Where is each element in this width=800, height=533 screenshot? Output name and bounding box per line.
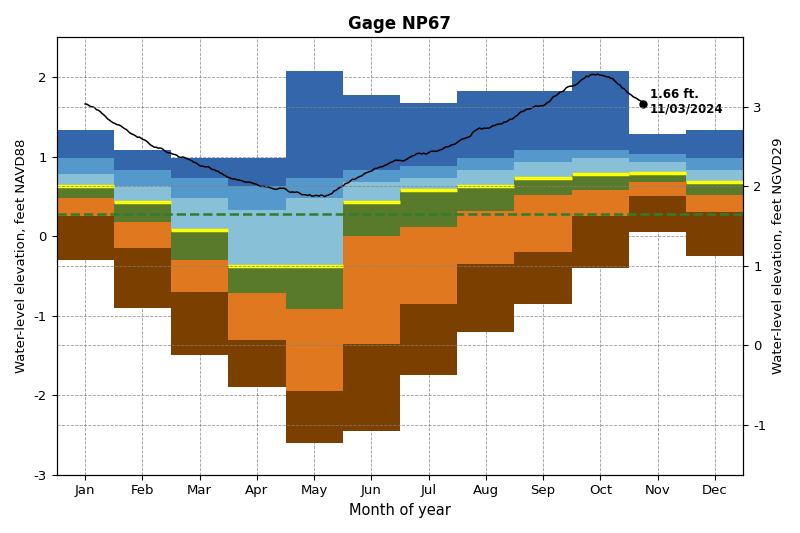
Bar xyxy=(572,150,629,158)
Bar xyxy=(228,186,286,210)
Bar xyxy=(228,293,286,340)
Bar xyxy=(114,170,171,186)
Bar xyxy=(114,202,171,222)
Bar xyxy=(400,304,458,375)
Bar xyxy=(514,252,572,304)
Bar xyxy=(286,178,342,198)
Bar xyxy=(228,340,286,387)
Bar xyxy=(57,216,114,260)
Bar xyxy=(114,186,171,202)
Bar xyxy=(572,216,629,268)
Bar xyxy=(400,102,458,166)
Bar xyxy=(629,154,686,162)
Bar xyxy=(286,309,342,391)
Bar xyxy=(171,230,228,260)
Bar xyxy=(458,158,514,170)
Bar xyxy=(629,162,686,173)
Bar xyxy=(228,266,286,293)
Bar xyxy=(171,260,228,292)
Bar xyxy=(572,158,629,174)
Bar xyxy=(57,198,114,216)
Bar xyxy=(514,91,572,150)
Bar xyxy=(57,186,114,198)
Bar xyxy=(400,166,458,178)
Bar xyxy=(57,131,114,158)
Bar xyxy=(342,94,400,170)
X-axis label: Month of year: Month of year xyxy=(349,503,451,518)
Bar xyxy=(228,158,286,186)
Bar xyxy=(171,292,228,356)
Bar xyxy=(629,173,686,182)
Bar xyxy=(114,248,171,308)
Bar xyxy=(342,202,400,236)
Bar xyxy=(629,134,686,154)
Title: Gage NP67: Gage NP67 xyxy=(349,15,451,33)
Bar xyxy=(342,236,400,343)
Bar xyxy=(686,131,743,158)
Bar xyxy=(57,158,114,174)
Bar xyxy=(514,150,572,162)
Bar xyxy=(458,211,514,264)
Bar xyxy=(228,210,286,266)
Bar xyxy=(629,182,686,196)
Bar xyxy=(514,195,572,252)
Bar xyxy=(286,266,342,309)
Bar xyxy=(458,186,514,211)
Bar xyxy=(171,158,228,178)
Bar xyxy=(400,227,458,304)
Bar xyxy=(686,212,743,256)
Bar xyxy=(572,174,629,190)
Bar xyxy=(572,190,629,216)
Bar xyxy=(514,162,572,178)
Text: 1.66 ft.
11/03/2024: 1.66 ft. 11/03/2024 xyxy=(650,88,724,116)
Bar xyxy=(171,178,228,198)
Bar xyxy=(171,198,228,230)
Bar xyxy=(686,158,743,170)
Bar xyxy=(686,195,743,212)
Bar xyxy=(342,343,400,431)
Bar xyxy=(572,71,629,150)
Bar xyxy=(342,170,400,182)
Bar xyxy=(286,198,342,266)
Bar xyxy=(686,170,743,182)
Bar xyxy=(342,182,400,202)
Bar xyxy=(458,170,514,186)
Bar xyxy=(400,190,458,227)
Bar xyxy=(458,264,514,332)
Bar xyxy=(686,182,743,195)
Y-axis label: Water-level elevation, feet NAVD88: Water-level elevation, feet NAVD88 xyxy=(15,139,28,373)
Bar xyxy=(514,178,572,195)
Bar xyxy=(114,150,171,170)
Bar xyxy=(458,91,514,158)
Bar xyxy=(114,222,171,248)
Bar xyxy=(286,71,342,178)
Bar xyxy=(629,196,686,232)
Y-axis label: Water-level elevation, feet NGVD29: Water-level elevation, feet NGVD29 xyxy=(772,138,785,374)
Bar xyxy=(286,391,342,443)
Bar xyxy=(57,174,114,186)
Bar xyxy=(400,178,458,190)
